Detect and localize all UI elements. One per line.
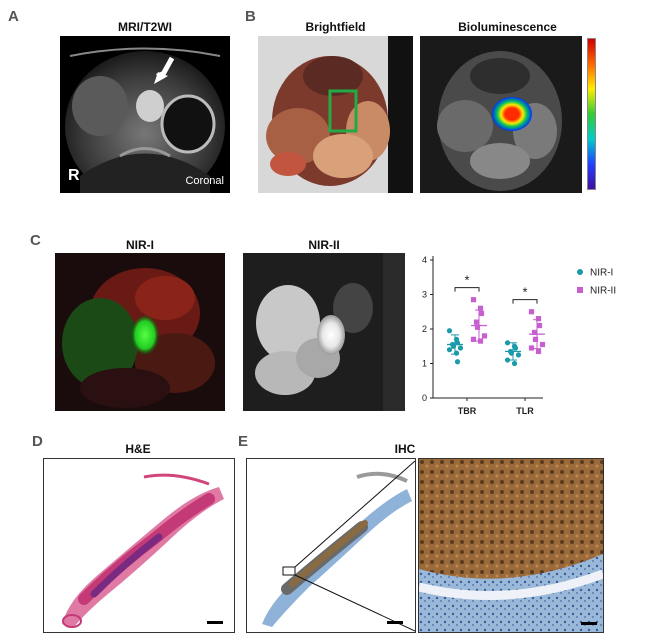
nir2-image [243, 253, 405, 411]
data-point-nir-ii [539, 341, 546, 348]
chart-error-bars [447, 309, 545, 361]
data-point-nir-i [504, 357, 511, 363]
mri-plane-label: Coronal [185, 175, 224, 187]
bioluminescence-svg [420, 36, 582, 193]
bioluminescence-image [420, 36, 582, 193]
nir1-title: NIR-I [126, 238, 154, 252]
data-point-nir-ii [470, 297, 477, 303]
data-point-nir-ii [473, 319, 480, 325]
he-title: H&E [125, 442, 151, 456]
y-tick-label: 1 [422, 359, 427, 369]
data-point-nir-i [504, 340, 511, 346]
panel-label-a: A [8, 8, 19, 25]
legend-label-nir-i: NIR-I [590, 268, 613, 279]
data-point-nir-i [511, 360, 518, 367]
he-svg [62, 473, 224, 628]
significance-star: * [464, 273, 469, 288]
panel-label-c: C [30, 232, 41, 249]
chart-y-ticks: 0 1 2 3 4 [422, 255, 433, 403]
ihc-zoom-image [418, 458, 604, 633]
chart-x-ticks: TBR TLR [458, 398, 534, 416]
y-tick-label: 0 [422, 393, 427, 403]
mri-image-svg [60, 36, 230, 193]
data-point-nir-i [446, 328, 453, 334]
data-point-nir-ii [528, 345, 535, 351]
data-point-nir-ii [474, 324, 481, 330]
significance-bracket [454, 287, 480, 292]
data-point-nir-ii [478, 310, 485, 317]
mri-title: MRI/T2WI [118, 20, 172, 34]
brightfield-title: Brightfield [305, 20, 366, 34]
nir1-svg [55, 253, 225, 411]
data-point-nir-i [446, 347, 453, 353]
data-point-nir-ii [535, 348, 542, 355]
data-point-nir-ii [470, 336, 477, 342]
y-tick-label: 3 [422, 290, 427, 300]
nir2-svg [243, 253, 405, 411]
data-point-nir-ii [536, 322, 543, 329]
bioluminescence-colorbar [587, 38, 596, 190]
ihc-title: IHC [394, 442, 416, 456]
roi-box [328, 89, 358, 133]
mri-image: R Coronal [60, 36, 230, 193]
he-image [43, 458, 235, 633]
nir1-image [55, 253, 225, 411]
x-tick-label: TLR [516, 406, 534, 416]
chart-legend: NIR-I NIR-II [577, 268, 616, 297]
y-tick-label: 2 [422, 324, 427, 334]
panel-label-d: D [32, 433, 43, 450]
chart-significance: ** [454, 273, 538, 304]
panel-label-e: E [238, 433, 249, 450]
y-tick-label: 4 [422, 255, 427, 265]
data-point-nir-i [454, 359, 461, 365]
nir2-title: NIR-II [308, 238, 340, 252]
panel-label-b: B [245, 8, 256, 25]
x-tick-label: TBR [458, 406, 477, 416]
significance-star: * [522, 285, 527, 300]
ihc-zoom-svg [419, 459, 603, 632]
data-point-nir-ii [528, 309, 535, 315]
ihc-overview-svg [262, 460, 415, 632]
significance-bracket [512, 299, 538, 304]
data-point-nir-ii [531, 329, 538, 336]
legend-marker-nir-ii [577, 287, 583, 293]
data-point-nir-ii [532, 336, 539, 342]
mri-orientation-label: R [68, 167, 80, 184]
legend-label-nir-ii: NIR-II [590, 286, 616, 297]
brightfield-svg [258, 36, 413, 193]
legend-marker-nir-i [577, 269, 583, 275]
data-point-nir-i [457, 345, 464, 351]
data-point-nir-ii [535, 316, 542, 322]
chart-points [446, 297, 546, 367]
data-point-nir-i [512, 345, 519, 351]
data-point-nir-ii [477, 305, 484, 311]
ihc-overview-image [246, 458, 416, 633]
chart-axes [432, 256, 543, 399]
bioluminescence-title: Bioluminescence [458, 20, 557, 34]
brightfield-image [258, 36, 413, 193]
data-point-nir-ii [481, 333, 488, 339]
data-point-nir-i [515, 352, 522, 358]
